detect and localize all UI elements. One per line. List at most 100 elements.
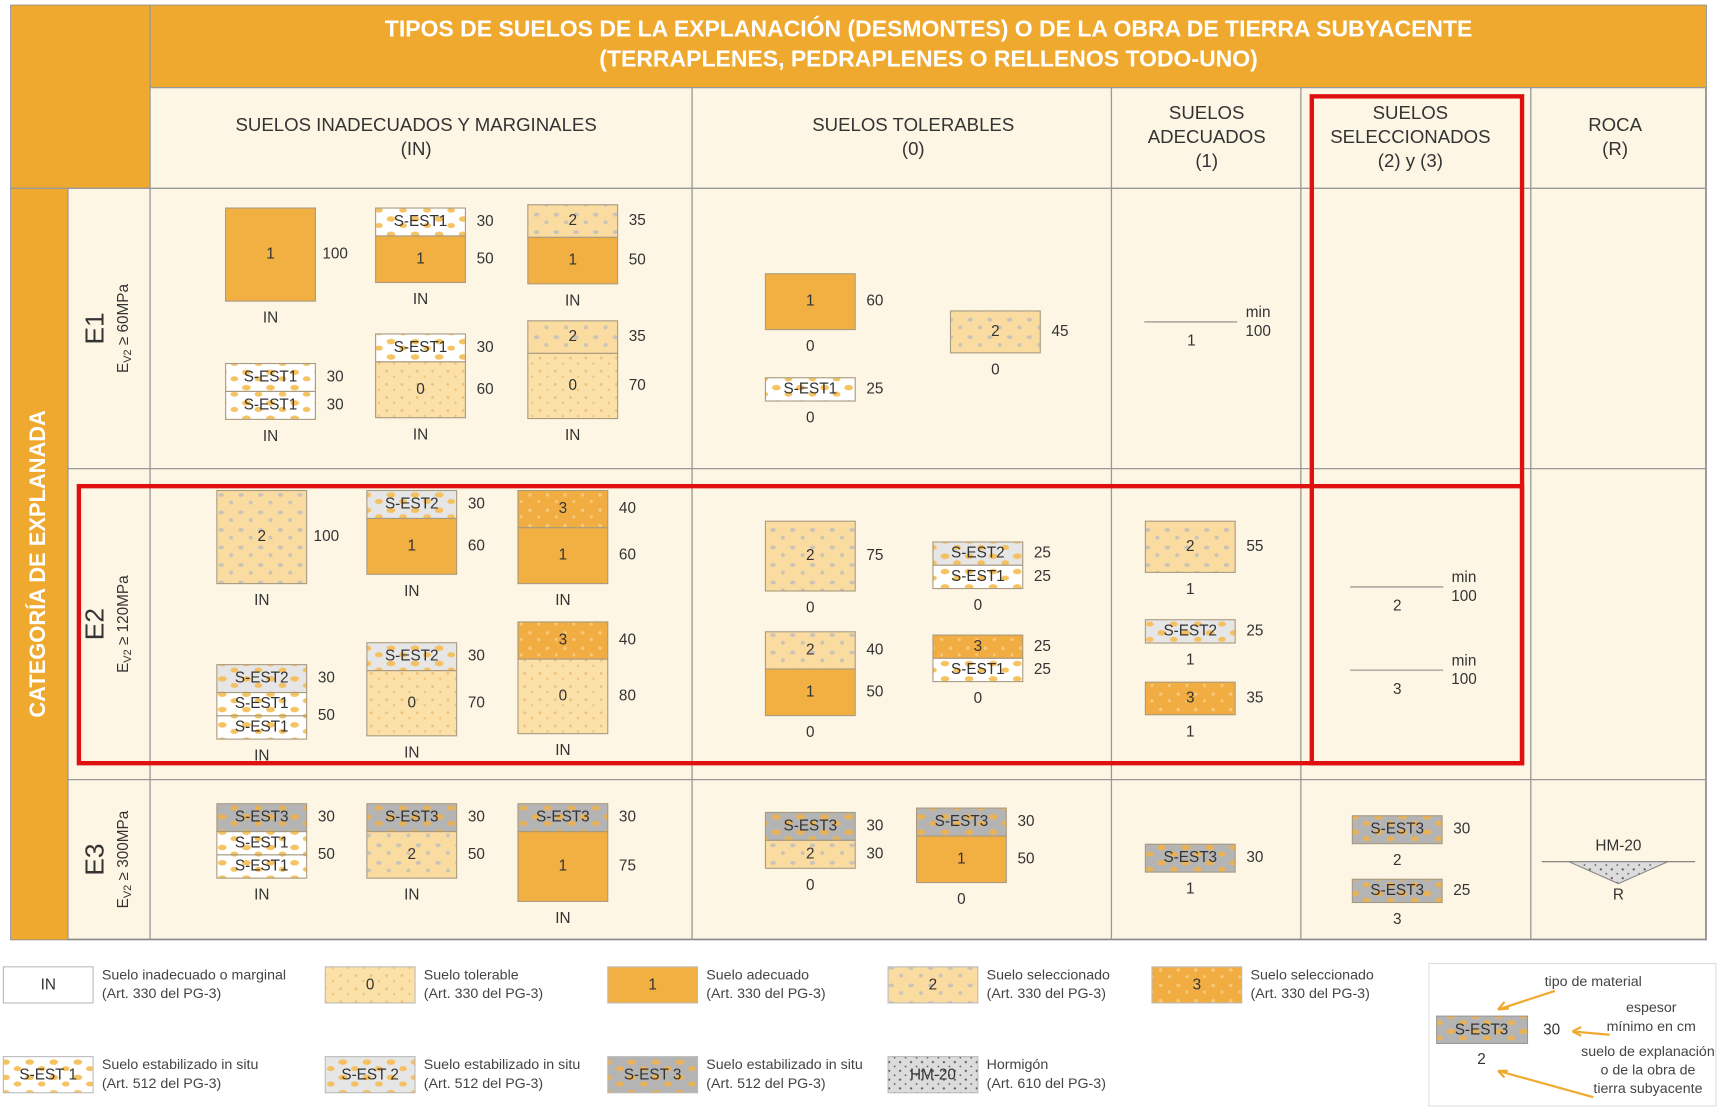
layer-label: 2 bbox=[568, 212, 577, 229]
legend-text: (Art. 512 del PG-3) bbox=[706, 1076, 825, 1092]
legend-box-label: 3 bbox=[1193, 977, 1202, 994]
thickness: 35 bbox=[629, 212, 646, 229]
layer-label: 1 bbox=[806, 683, 815, 700]
thickness: 100 bbox=[314, 528, 340, 545]
layer-label: 2 bbox=[257, 528, 266, 545]
thickness: 30 bbox=[468, 496, 485, 513]
layer-label: S-EST1 bbox=[235, 695, 289, 712]
legend-text: Suelo estabilizado in situ bbox=[424, 1057, 581, 1073]
base-label: IN bbox=[404, 744, 419, 761]
legend-swatch bbox=[607, 1056, 699, 1094]
column-header: (2) y (3) bbox=[1378, 150, 1443, 171]
layer bbox=[375, 235, 466, 284]
base-label: 1 bbox=[1186, 723, 1195, 740]
layer-label: S-EST2 bbox=[385, 648, 439, 665]
legend-text: Suelo estabilizado in situ bbox=[706, 1057, 863, 1073]
layer-label: S-EST3 bbox=[784, 817, 838, 834]
layer bbox=[375, 361, 466, 419]
legend-text: Suelo inadecuado o marginal bbox=[102, 967, 286, 983]
base-label: IN bbox=[254, 887, 269, 904]
legend-text: (Art. 330 del PG-3) bbox=[102, 986, 221, 1002]
thickness: 35 bbox=[629, 328, 646, 345]
layer-label: S-EST1 bbox=[394, 213, 448, 230]
legend-box-label: HM-20 bbox=[910, 1066, 956, 1083]
thickness: 45 bbox=[1051, 323, 1068, 340]
layer bbox=[915, 807, 1007, 837]
legend-swatch bbox=[2, 1056, 94, 1094]
layer-label: 2 bbox=[991, 323, 1000, 340]
legend-text: (Art. 330 del PG-3) bbox=[424, 986, 543, 1002]
layer bbox=[764, 273, 856, 331]
thickness: 25 bbox=[1034, 661, 1051, 678]
layer bbox=[932, 657, 1024, 683]
base-label: IN bbox=[413, 426, 428, 443]
thickness: 30 bbox=[1453, 821, 1470, 838]
base-label: 3 bbox=[1393, 911, 1402, 928]
layer-label: S-EST1 bbox=[784, 380, 838, 397]
thickness: 40 bbox=[619, 500, 636, 517]
layer-label: 3 bbox=[559, 500, 568, 517]
layer bbox=[1144, 520, 1236, 573]
layer-label: S-EST1 bbox=[244, 396, 298, 413]
condition-e: E bbox=[115, 363, 132, 373]
layer bbox=[915, 835, 1007, 884]
key-thickness: 30 bbox=[1543, 1021, 1560, 1038]
thickness: 100 bbox=[1245, 323, 1271, 340]
thickness: 30 bbox=[866, 845, 883, 862]
layer-label: S-EST2 bbox=[1163, 622, 1217, 639]
row-label: E3 bbox=[79, 843, 109, 875]
layer-label: 2 bbox=[806, 547, 815, 564]
thickness: 75 bbox=[866, 547, 883, 564]
key-note: mínimo en cm bbox=[1607, 1019, 1696, 1035]
key-note: espesor bbox=[1626, 1000, 1677, 1016]
base-label: 0 bbox=[974, 690, 983, 707]
thickness: 30 bbox=[327, 396, 344, 413]
condition-rest: ≥ 60MPa bbox=[115, 283, 132, 349]
base-label: IN bbox=[254, 748, 269, 765]
highlight-column bbox=[1309, 94, 1525, 766]
layer-label: 3 bbox=[559, 632, 568, 649]
min-label: min bbox=[1452, 569, 1477, 586]
layer-label: S-EST3 bbox=[1370, 821, 1424, 838]
thickness: 35 bbox=[1246, 689, 1263, 706]
legend-swatch bbox=[887, 966, 979, 1004]
layer-label: 1 bbox=[957, 850, 966, 867]
legend-swatch bbox=[324, 1056, 416, 1094]
thickness: 80 bbox=[619, 687, 636, 704]
legend-text: (Art. 512 del PG-3) bbox=[102, 1076, 221, 1092]
thickness: 100 bbox=[322, 246, 348, 263]
layer bbox=[1144, 619, 1236, 644]
legend-text: (Art. 512 del PG-3) bbox=[424, 1076, 543, 1092]
base-label: 1 bbox=[1186, 652, 1195, 669]
legend-text: (Art. 330 del PG-3) bbox=[706, 986, 825, 1002]
key-note: suelo de explanación bbox=[1581, 1044, 1715, 1060]
thickness: 50 bbox=[1018, 850, 1035, 867]
layer bbox=[517, 831, 609, 902]
base-label: 1 bbox=[1187, 333, 1196, 350]
thickness: 75 bbox=[619, 858, 636, 875]
layer-label: S-EST3 bbox=[536, 809, 590, 826]
layer bbox=[517, 489, 609, 529]
base-label: 0 bbox=[991, 361, 1000, 378]
thickness: 60 bbox=[468, 537, 485, 554]
thickness: 25 bbox=[1453, 882, 1470, 899]
thickness: 30 bbox=[1018, 813, 1035, 830]
legend-box-label: S-EST 1 bbox=[19, 1066, 77, 1083]
legend-text: Suelo seleccionado bbox=[1250, 967, 1373, 983]
layer-label: S-EST3 bbox=[235, 809, 289, 826]
condition-e: E bbox=[115, 663, 132, 673]
layer-label: 2 bbox=[806, 641, 815, 658]
thickness: 30 bbox=[327, 369, 344, 386]
layer-label: 0 bbox=[559, 687, 568, 704]
base-label: IN bbox=[555, 742, 570, 759]
key-arrow bbox=[1497, 1069, 1594, 1099]
column-header: ADECUADOS bbox=[1148, 126, 1266, 147]
thickness: 30 bbox=[468, 648, 485, 665]
min-label: min bbox=[1246, 304, 1271, 321]
layer-label: 2 bbox=[806, 845, 815, 862]
layer bbox=[949, 310, 1041, 354]
layer bbox=[366, 517, 458, 575]
column-header: SUELOS bbox=[1373, 102, 1449, 123]
thickness: 55 bbox=[1246, 538, 1263, 555]
